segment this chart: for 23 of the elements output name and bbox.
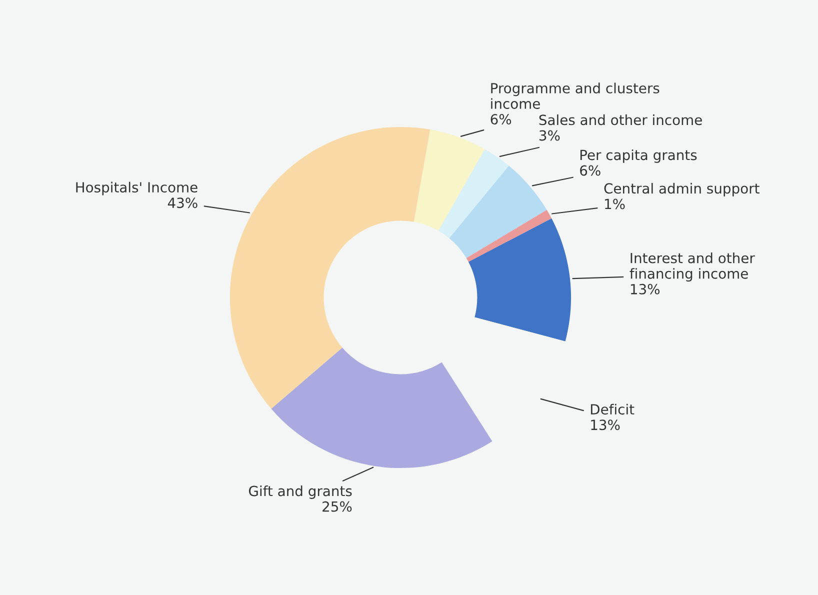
slice-label: Per capita grants [580,149,697,163]
data-label: 43% [168,198,198,208]
donut-slice [438,149,509,238]
data-label: 25% [322,501,352,512]
data-label: 13% [591,420,620,430]
slice-label: Deficit [590,404,634,415]
slice-label: Interest and other financing income [630,252,755,282]
data-label: 6% [580,165,600,176]
donut-slice [414,130,485,231]
data-label: 3% [539,130,560,141]
donut-slice [271,348,492,468]
data-label: 1% [605,198,625,210]
data-label: 13% [630,284,660,294]
slice-label: Programme and clusters income [491,82,660,109]
donut-slice [449,166,547,258]
slice-label: Gift and grants [248,486,352,499]
donut-slice [466,210,552,262]
data-label: 6% [490,114,512,125]
donut-slice [230,126,430,409]
slice-label: Sales and other income [539,114,702,126]
slice-label: Hospitals' Income [76,182,198,196]
donut-slice [468,218,572,342]
slice-label: Central admin support [604,182,760,196]
